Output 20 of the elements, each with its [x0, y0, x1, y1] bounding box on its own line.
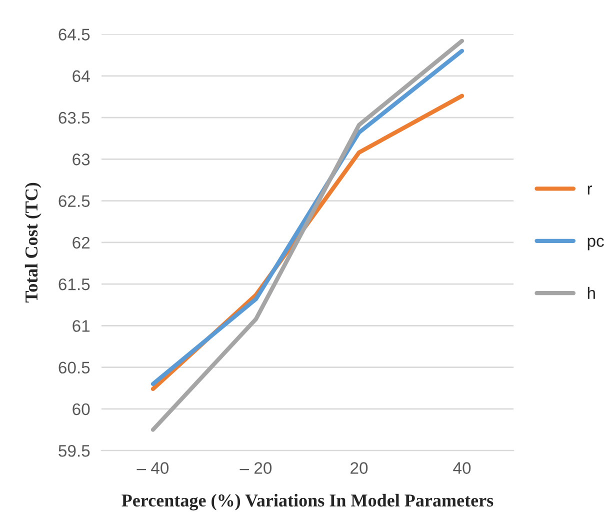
y-tick-label: 60 [72, 403, 90, 416]
legend-label: pc [588, 238, 604, 250]
x-tick-label: – 20 [240, 462, 272, 474]
y-tick-label: 63.5 [58, 112, 90, 124]
y-tick-label: 63 [72, 154, 90, 166]
x-axis-title: Percentage (%) Variations In Model Parameters [122, 494, 494, 510]
x-tick-label: – 40 [136, 462, 169, 474]
legend-label: r [588, 186, 592, 195]
y-tick-label: 62.5 [58, 195, 90, 207]
x-tick-label: 40 [453, 462, 471, 474]
y-tick-label: 61 [72, 320, 90, 332]
y-tick-label: 61.5 [58, 278, 90, 290]
y-tick-label: 64.5 [58, 28, 90, 40]
y-tick-label: 59.5 [58, 444, 90, 457]
y-tick-label: 64 [72, 70, 90, 82]
x-tick-label: 20 [350, 462, 368, 474]
y-tick-label: 62 [72, 236, 90, 249]
y-axis-title: Total Cost (TC) [24, 182, 42, 302]
y-tick-label: 60.5 [58, 362, 90, 374]
legend-label: h [588, 286, 595, 299]
